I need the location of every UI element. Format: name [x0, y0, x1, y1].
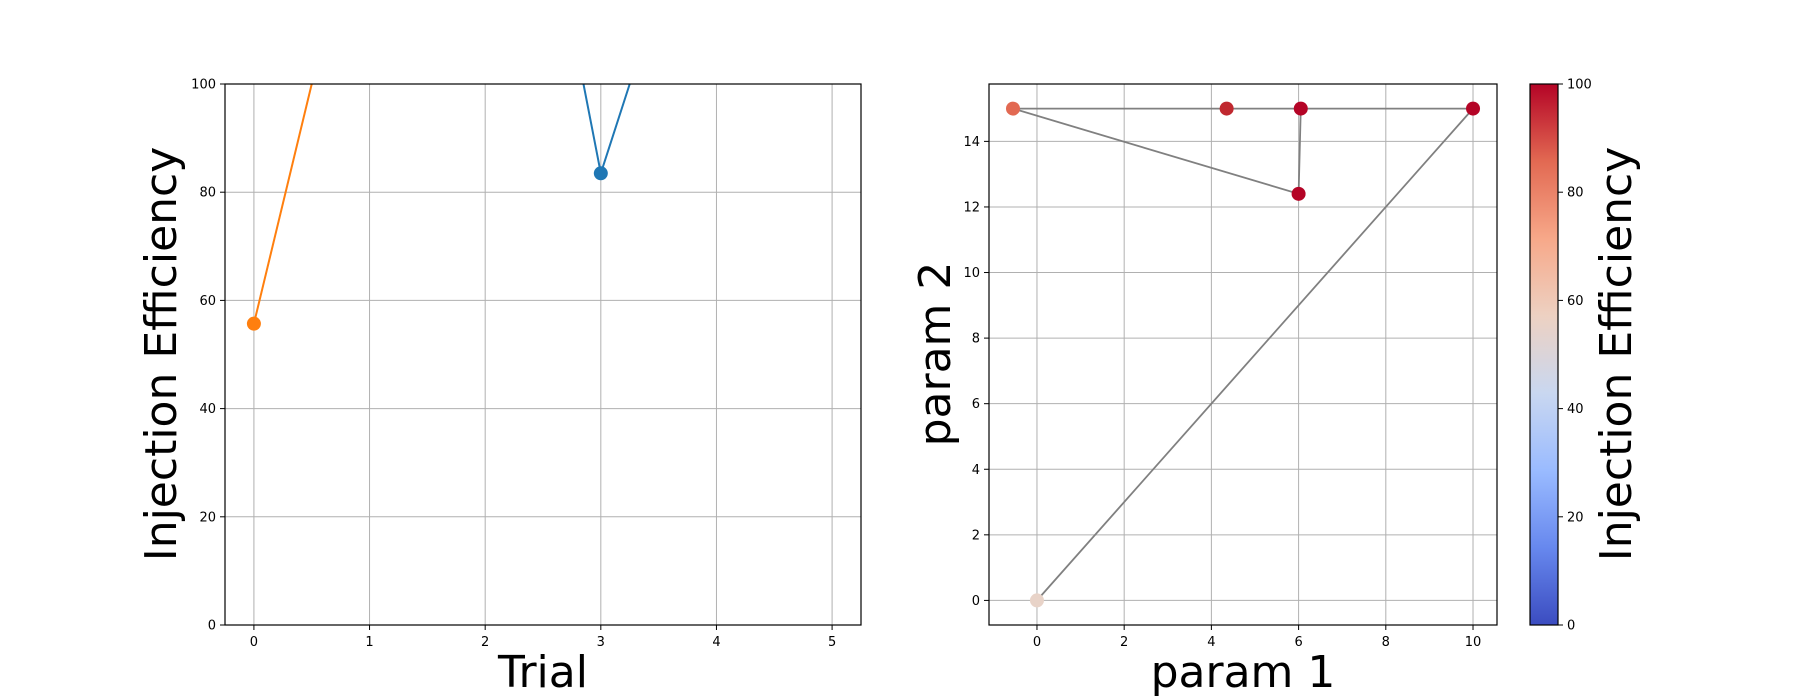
x-tick-label: 0	[1033, 635, 1041, 650]
x-axis-title: param 1	[1151, 647, 1336, 698]
colorbar-tick-label: 20	[1567, 510, 1584, 525]
y-tick-label: 10	[963, 266, 980, 281]
plot-area	[246, 84, 631, 331]
colorbar-tick-label: 40	[1567, 402, 1584, 417]
y-tick-label: 20	[199, 510, 216, 525]
colorbar-tick-label: 80	[1567, 186, 1584, 201]
x-tick-label: 2	[481, 635, 489, 650]
scatter-point	[1219, 101, 1234, 116]
x-tick-label: 6	[1294, 635, 1302, 650]
x-tick-label: 3	[597, 635, 605, 650]
colorbar-gradient	[1530, 84, 1558, 625]
colorbar-tick-label: 60	[1567, 294, 1584, 309]
colorbar-title: Injection Efficiency	[1591, 147, 1642, 562]
grid	[225, 83, 861, 626]
y-tick-label: 100	[191, 78, 216, 93]
colorbar-tick-label: 0	[1567, 619, 1575, 634]
y-tick-label: 40	[199, 402, 216, 417]
axis-ticks: 0 2 4 6 8 10 0 2 4 6 8 10 12 14	[963, 135, 1481, 650]
y-tick-label: 80	[199, 186, 216, 201]
x-tick-label: 4	[1207, 635, 1215, 650]
x-tick-label: 0	[250, 635, 258, 650]
path-line	[1012, 107, 1476, 602]
x-tick-label: 2	[1120, 635, 1128, 650]
series-line	[252, 84, 313, 324]
y-tick-label: 12	[963, 200, 980, 215]
x-tick-label: 4	[712, 635, 720, 650]
grid	[989, 84, 1497, 625]
scatter-point	[1293, 101, 1308, 116]
y-tick-label: 8	[972, 332, 980, 347]
axis-ticks: 0 1 2 3 4 5 0 20 40 60 80 100	[191, 78, 836, 651]
plot-frame	[988, 83, 1498, 626]
x-tick-label: 5	[828, 635, 836, 650]
colorbar: 0 20 40 60 80 100 Injection Efficiency	[1529, 78, 1642, 634]
scatter-point	[1291, 186, 1306, 201]
y-tick-label: 6	[972, 397, 980, 412]
y-tick-label: 0	[972, 594, 980, 609]
y-axis-title: param 2	[910, 262, 961, 447]
scatter-point	[1029, 593, 1044, 608]
x-tick-label: 1	[365, 635, 373, 650]
y-tick-label: 2	[972, 528, 980, 543]
y-axis-title: Injection Efficiency	[136, 147, 187, 562]
data-point	[246, 316, 261, 331]
colorbar-tick-label: 100	[1567, 78, 1592, 93]
x-tick-label: 10	[1465, 635, 1482, 650]
series-line	[582, 84, 631, 174]
scatter-point	[1005, 101, 1020, 116]
scatter-point	[1466, 101, 1481, 116]
y-tick-label: 0	[208, 619, 216, 634]
y-tick-label: 60	[199, 294, 216, 309]
x-axis-title: Trial	[497, 647, 588, 698]
plot-area	[1005, 101, 1481, 608]
trial-efficiency-chart: 0 1 2 3 4 5 0 20 40 60 80 100 Trial Injection Effic…	[136, 78, 862, 698]
plot-frame	[224, 83, 862, 626]
data-point	[593, 166, 608, 181]
x-tick-label: 8	[1382, 635, 1390, 650]
y-tick-label: 4	[972, 463, 980, 478]
colorbar-frame	[1529, 83, 1559, 626]
y-tick-label: 14	[963, 135, 980, 150]
colorbar-ticks: 0 20 40 60 80 100	[1558, 78, 1592, 634]
param-scatter-chart: 0 2 4 6 8 10 0 2 4 6 8 10 12 14 param 1 param 2	[910, 83, 1498, 698]
